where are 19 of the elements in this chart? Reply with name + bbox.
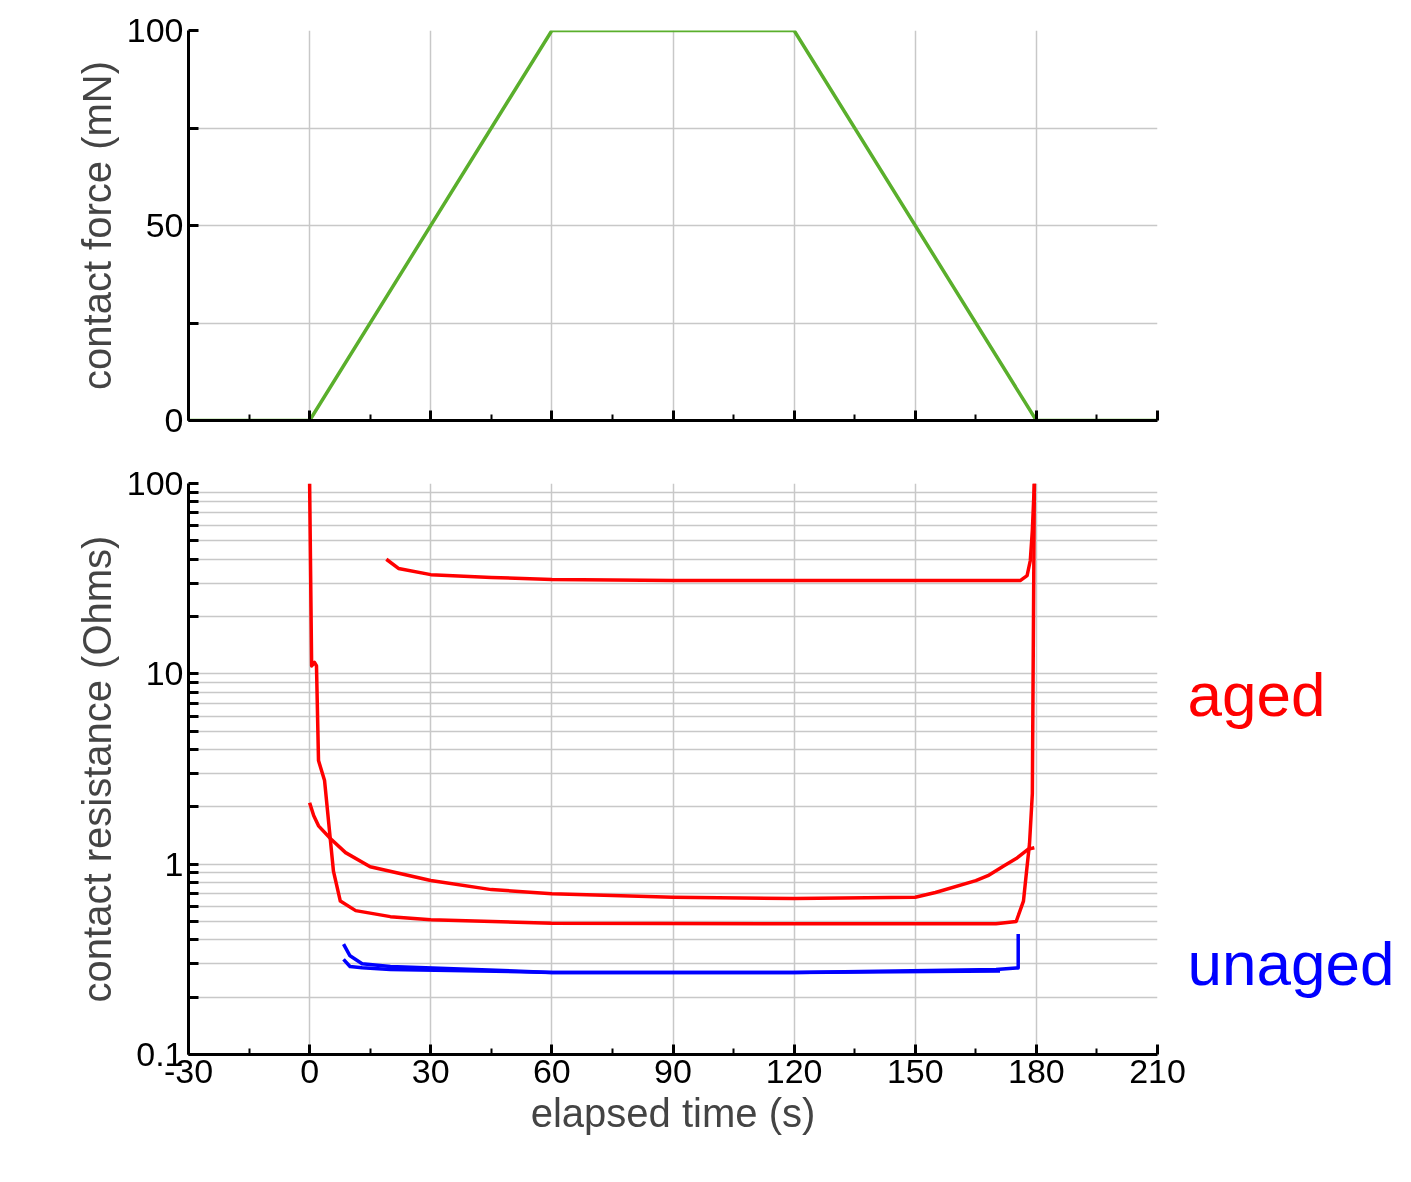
x-tick-label: 90 [654, 1051, 692, 1090]
text: unaged [1187, 928, 1395, 998]
x-axis-title: elapsed time (s) [530, 1090, 816, 1135]
y-tick-label: 0 [164, 401, 184, 439]
x-tick-label: 180 [1008, 1051, 1065, 1090]
x-tick-label: 60 [532, 1051, 571, 1090]
y-tick-label: 1 [164, 844, 184, 883]
text: aged [1187, 660, 1326, 730]
x-tick-label: 0 [300, 1051, 320, 1090]
y-tick-label: 100 [126, 464, 184, 502]
y-axis-title: contact resistance (Ohms) [74, 535, 119, 1003]
x-tick-label: 120 [765, 1051, 823, 1090]
x-tick-label: 150 [886, 1051, 944, 1090]
y-tick-label: 100 [126, 11, 184, 49]
x-tick-label: 30 [411, 1051, 450, 1090]
y-axis-title: contact force (mN) [74, 61, 119, 390]
y-tick-label: 50 [145, 206, 184, 244]
x-tick-label: 210 [1129, 1051, 1186, 1090]
y-tick-label: 10 [145, 654, 184, 693]
